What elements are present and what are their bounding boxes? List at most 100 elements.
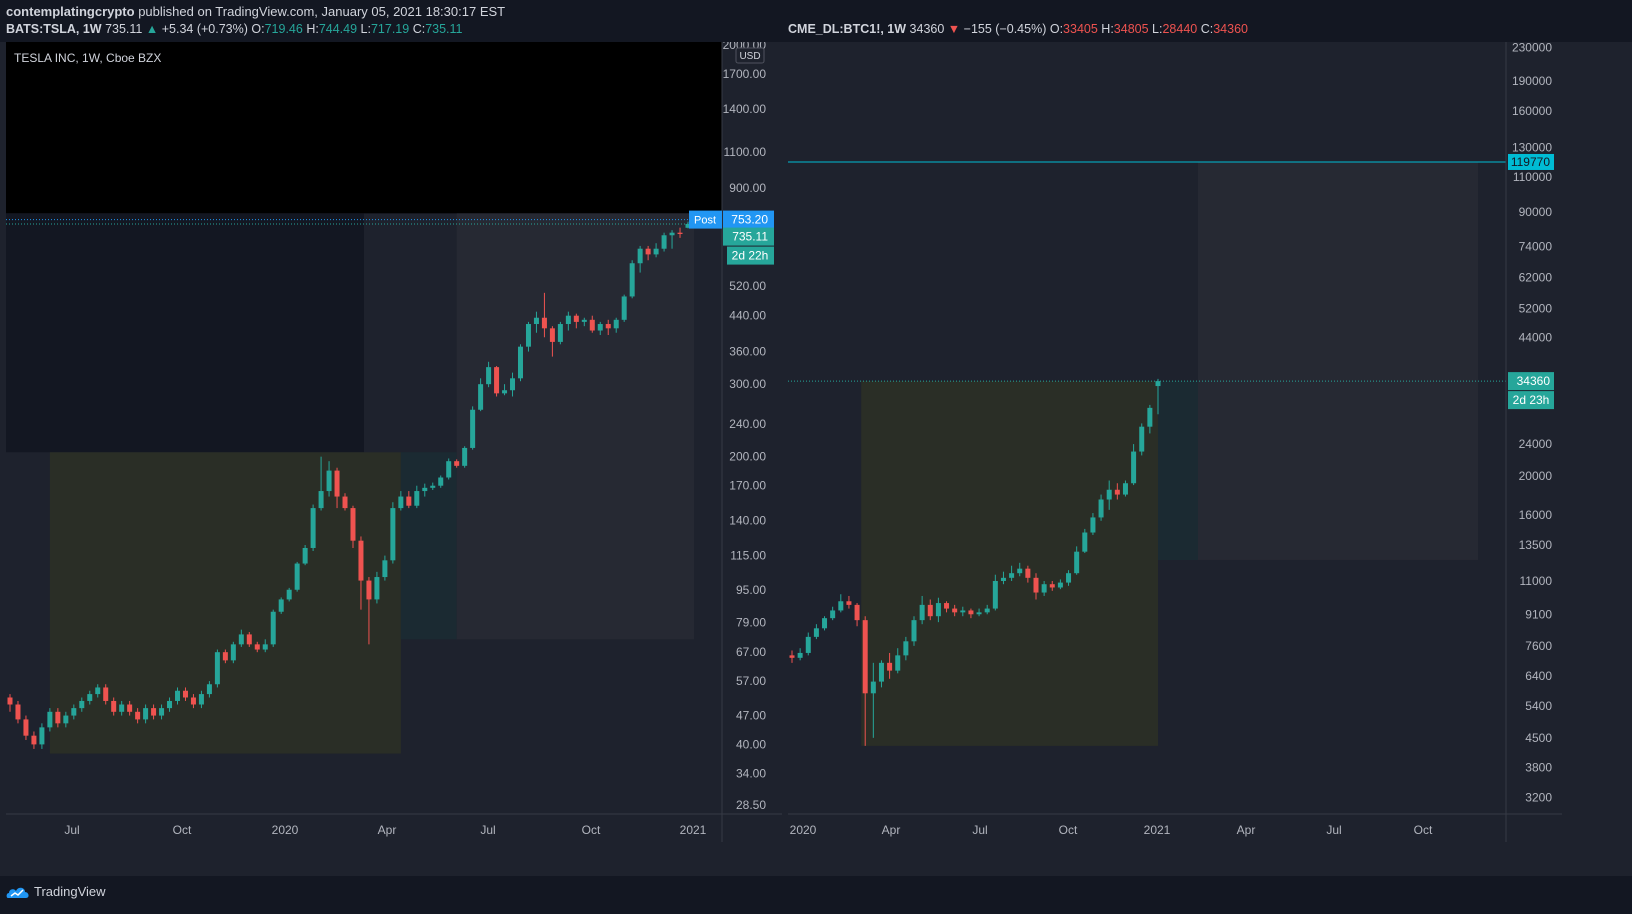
left-y-tick-label: 95.00	[736, 583, 766, 597]
candle	[870, 662, 876, 738]
candle	[414, 485, 420, 509]
candle	[1025, 565, 1031, 583]
right-y-tick-label: 9100	[1525, 607, 1552, 621]
candle	[55, 708, 61, 728]
candle	[214, 649, 220, 688]
candle	[685, 221, 691, 229]
right-x-tick-label: 2021	[1144, 823, 1171, 837]
right-last-price-badge	[1508, 372, 1554, 391]
candle	[862, 616, 868, 746]
candle	[286, 587, 292, 602]
candle	[887, 652, 893, 679]
candle	[597, 321, 603, 335]
candle	[645, 245, 651, 261]
left-y-tick-label: 300.00	[729, 377, 766, 391]
left-y-tick-label: 40.00	[736, 737, 766, 751]
right-y-tick-label: 3800	[1525, 761, 1552, 775]
btc-chart[interactable]: 230000 190000 160000 130000 110000 90000 74000…	[788, 42, 1562, 842]
candle	[510, 372, 516, 397]
currency-label: USD	[739, 51, 760, 62]
currency-badge[interactable]	[735, 47, 765, 64]
candle	[1155, 378, 1161, 415]
right-y-tick-label: 7600	[1525, 639, 1552, 653]
candle	[494, 366, 500, 397]
candle	[294, 561, 300, 592]
right-time-axis[interactable]: 2020 Apr Jul Oct 2021 Apr Jul Oct	[790, 823, 1433, 837]
author-name[interactable]: contemplatingcrypto	[6, 4, 135, 19]
right-y-tick-label: 130000	[1512, 141, 1552, 155]
candle	[143, 704, 149, 724]
candle	[517, 344, 523, 382]
left-dark-region-lower	[6, 213, 364, 453]
footer-bar	[0, 876, 1632, 914]
candle	[1066, 570, 1072, 586]
left-x-tick-label: Oct	[173, 823, 192, 837]
candle	[525, 321, 531, 352]
candle	[15, 700, 21, 724]
right-ohlc-legend: CME_DL:BTC1!, 1W 34360 ▼ −155 (−0.45%) O…	[788, 22, 1248, 36]
left-x-tick-label: 2020	[272, 823, 299, 837]
right-x-tick-label: Apr	[1237, 823, 1256, 837]
left-low: 717.19	[370, 22, 410, 36]
candle	[565, 311, 571, 331]
right-symbol[interactable]: CME_DL:BTC1!, 1W	[788, 22, 907, 36]
candle	[813, 624, 819, 640]
candle	[119, 700, 125, 716]
candle	[342, 493, 348, 511]
candle	[63, 711, 69, 728]
candle	[79, 697, 85, 712]
candle	[206, 681, 212, 698]
post-price-label: 753.20	[731, 213, 768, 227]
right-y-tick-label: 110000	[1513, 170, 1552, 184]
right-l-label: L:	[1152, 22, 1163, 36]
left-y-tick-label: 200.00	[729, 450, 766, 464]
left-price-axis[interactable]: 2000.00 1700.00 1400.00 1100.00 900.00 520.00…	[723, 42, 767, 812]
right-y-tick-label: 3200	[1525, 791, 1552, 805]
candle	[374, 571, 380, 604]
candle	[71, 704, 77, 720]
candle	[1122, 480, 1128, 497]
left-plot-area[interactable]	[6, 42, 722, 754]
candle	[318, 456, 324, 511]
candle	[270, 609, 276, 647]
left-ohlc-legend: BATS:TSLA, 1W 735.11 ▲ +5.34 (+0.73%) O:…	[6, 22, 463, 36]
candle	[1041, 580, 1047, 596]
right-y-tick-label: 20000	[1519, 469, 1553, 483]
candle	[935, 597, 941, 623]
tsla-chart[interactable]: 2000.00 1700.00 1400.00 1100.00 900.00 520.00…	[6, 42, 782, 842]
right-plot-area[interactable]	[788, 161, 1506, 746]
left-time-axis[interactable]: Jul Oct 2020 Apr Jul Oct 2021	[64, 823, 706, 837]
left-x-tick-label: Oct	[582, 823, 601, 837]
right-x-tick-label: 2020	[790, 823, 817, 837]
candle	[1131, 444, 1137, 486]
tradingview-brand[interactable]: TradingView	[6, 884, 106, 899]
candle	[629, 260, 635, 299]
right-high: 34805	[1113, 22, 1149, 36]
left-y-tick-label: 34.00	[736, 766, 766, 780]
candle	[486, 361, 492, 388]
candle	[462, 446, 468, 468]
candle	[1106, 480, 1112, 510]
candle	[1147, 404, 1153, 434]
candle	[927, 599, 933, 621]
countdown-badge	[727, 246, 774, 265]
candle	[31, 731, 37, 749]
last-price-badge	[723, 227, 774, 246]
right-x-tick-label: Oct	[1059, 823, 1078, 837]
left-y-tick-label: 79.00	[736, 616, 766, 630]
post-tag-label: Post	[694, 215, 716, 227]
candle	[95, 684, 101, 698]
left-chart-title: TESLA INC, 1W, Cboe BZX	[14, 51, 161, 65]
candle	[430, 482, 436, 490]
left-high: 744.49	[318, 22, 358, 36]
left-l-label: L:	[360, 22, 371, 36]
projection-box-right	[1198, 161, 1478, 560]
candle	[190, 694, 196, 709]
left-symbol[interactable]: BATS:TSLA, 1W	[6, 22, 102, 36]
left-y-tick-label: 170.00	[729, 479, 766, 493]
candle	[198, 690, 204, 709]
candle	[222, 649, 228, 664]
right-h-label: H:	[1101, 22, 1114, 36]
left-y-tick-label: 360.00	[729, 345, 766, 359]
right-price-axis[interactable]: 230000 190000 160000 130000 110000 90000 74000…	[1512, 42, 1552, 805]
